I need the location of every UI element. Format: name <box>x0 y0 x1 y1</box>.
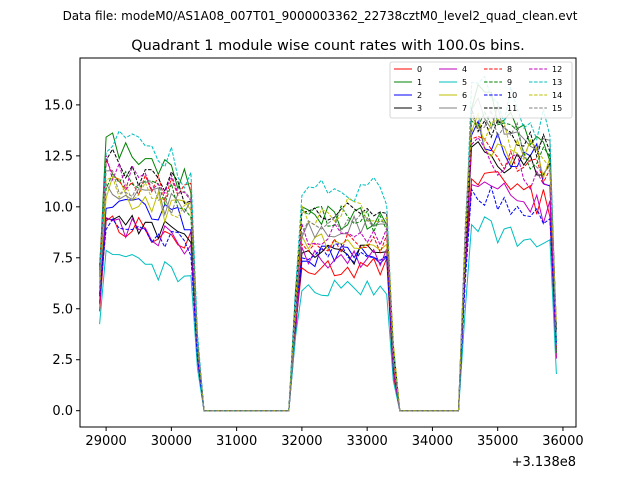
series-layer <box>99 75 557 412</box>
series-line-module-15 <box>99 108 557 412</box>
series-line-module-14 <box>99 115 557 412</box>
x-axis: 29000 30000 31000 32000 33000 34000 35000 36000 <box>85 427 584 449</box>
legend-label-module-3: 3 <box>417 104 422 113</box>
legend-label-module-10: 10 <box>507 91 517 100</box>
y-tick-label: 2.5 <box>52 353 73 368</box>
series-line-module-8 <box>99 135 557 412</box>
series-line-module-5 <box>99 216 557 412</box>
legend-label-module-1: 1 <box>417 78 422 87</box>
legend-label-module-8: 8 <box>507 65 512 74</box>
y-tick-label: 15.0 <box>44 98 73 113</box>
y-tick-label: 10.0 <box>44 200 73 215</box>
y-tick-label: 0.0 <box>52 404 73 419</box>
legend-box <box>389 61 573 119</box>
series-line-module-2 <box>99 119 557 412</box>
legend-label-module-11: 11 <box>507 104 517 113</box>
legend-label-module-7: 7 <box>462 104 467 113</box>
plot-area-frame <box>79 57 577 428</box>
chart-title: Quadrant 1 module wise count rates with … <box>131 38 525 54</box>
y-tick-label: 7.5 <box>52 251 73 266</box>
series-line-module-3 <box>99 140 557 412</box>
x-tick-label: 35000 <box>477 434 518 449</box>
legend-label-module-2: 2 <box>417 91 422 100</box>
legend-label-module-14: 14 <box>552 91 562 100</box>
x-tick-label: 34000 <box>412 434 453 449</box>
series-line-module-12 <box>99 136 557 412</box>
legend-label-module-15: 15 <box>552 104 562 113</box>
legend-label-module-12: 12 <box>552 65 562 74</box>
legend-label-module-13: 13 <box>552 78 562 87</box>
series-line-module-0 <box>99 171 557 412</box>
y-tick-label: 5.0 <box>52 302 73 317</box>
legend-label-module-9: 9 <box>507 78 512 87</box>
x-tick-label: 30000 <box>151 434 192 449</box>
x-tick-label: 32000 <box>281 434 322 449</box>
legend-label-module-4: 4 <box>462 65 467 74</box>
y-axis: 0.0 2.5 5.0 7.5 10.0 12.5 15.0 <box>44 98 80 419</box>
x-tick-label: 29000 <box>85 434 126 449</box>
series-line-module-4 <box>99 181 557 412</box>
x-tick-label: 36000 <box>542 434 583 449</box>
legend-label-module-5: 5 <box>462 78 467 87</box>
legend-label-module-6: 6 <box>462 91 467 100</box>
x-tick-label: 33000 <box>346 434 387 449</box>
legend-label-module-0: 0 <box>417 65 422 74</box>
y-tick-label: 12.5 <box>44 149 73 164</box>
series-line-module-10 <box>99 185 557 412</box>
x-offset-label: +3.138e8 <box>512 455 576 470</box>
x-tick-label: 31000 <box>216 434 257 449</box>
chart-suptitle: Data file: modeM0/AS1A08_007T01_90000033… <box>63 9 578 23</box>
